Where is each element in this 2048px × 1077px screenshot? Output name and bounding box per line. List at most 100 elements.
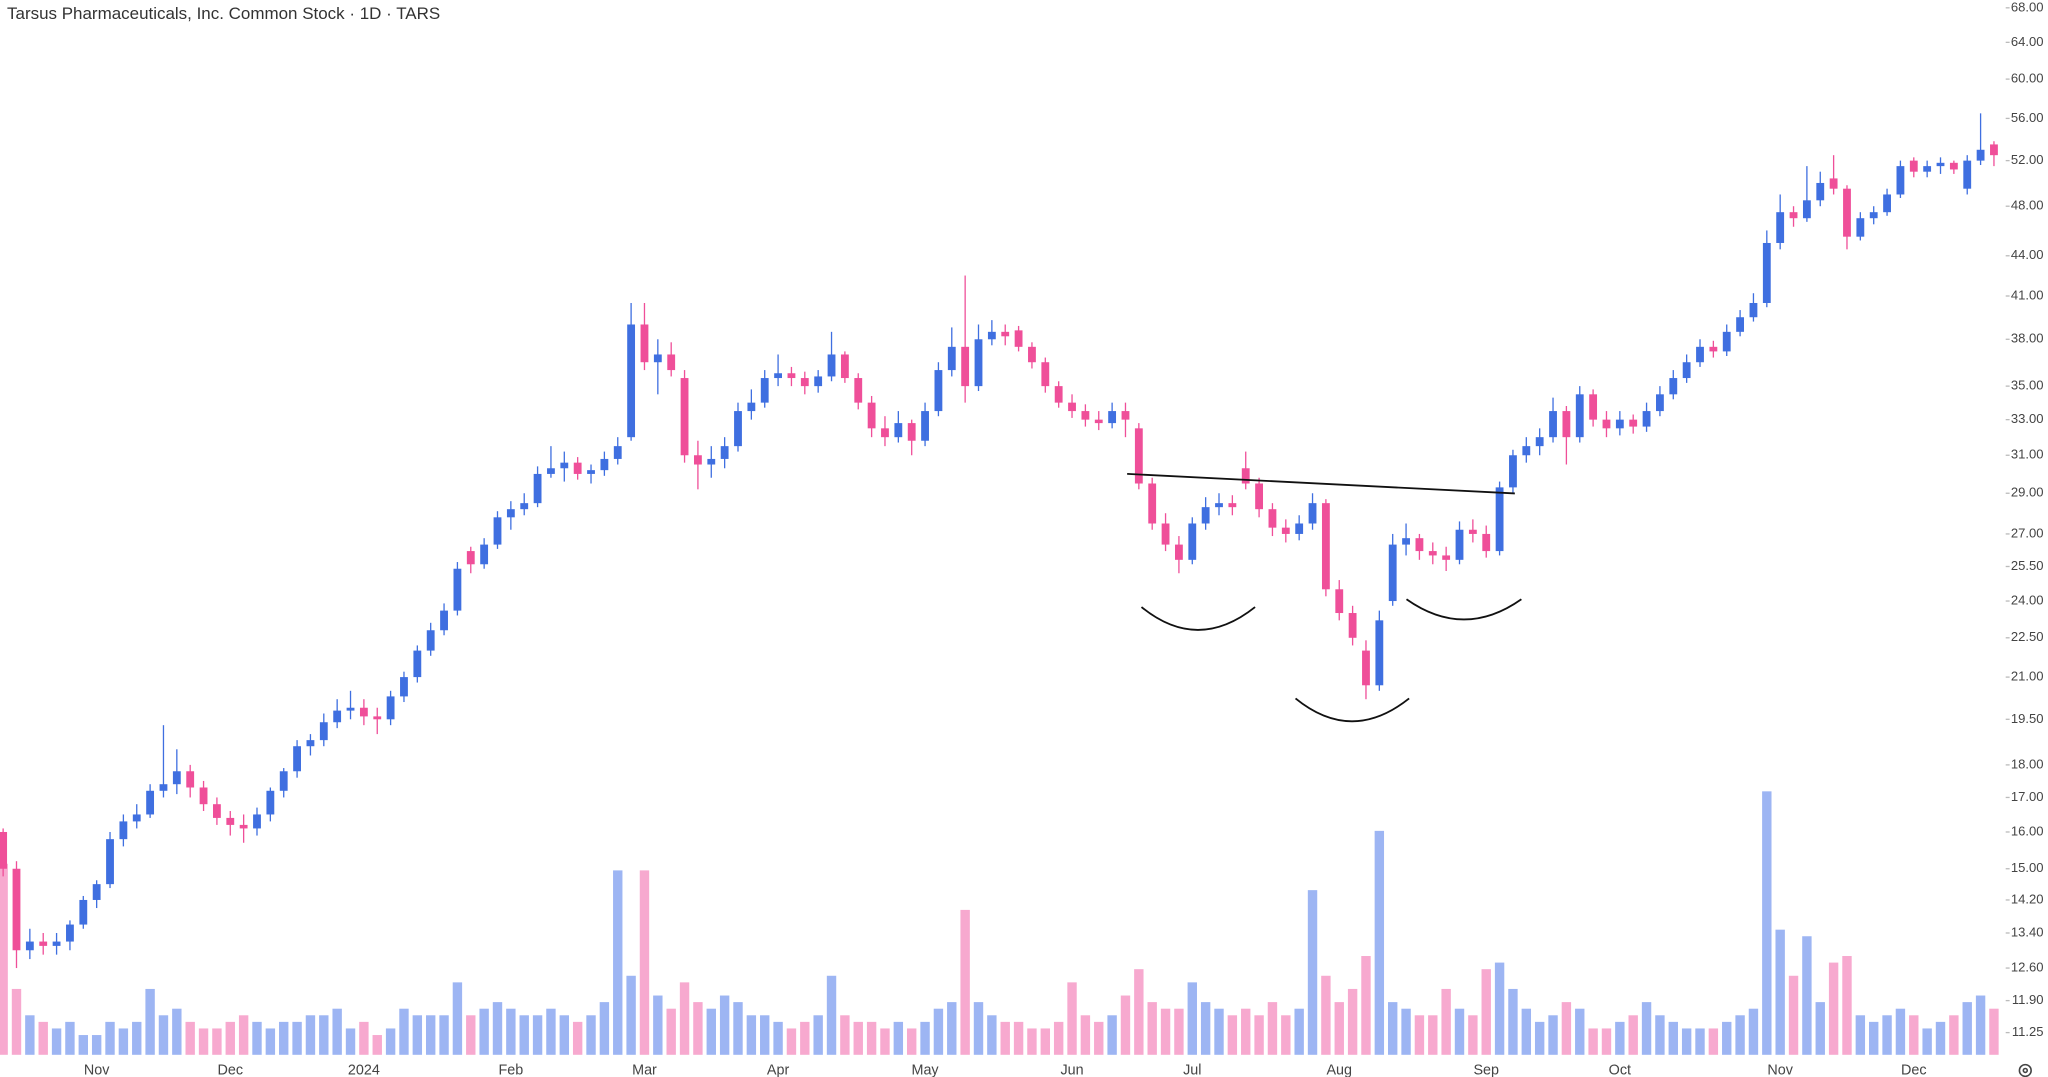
- volume-bar: [345, 1028, 356, 1055]
- candle-body: [66, 924, 74, 942]
- volume-bar: [1147, 1002, 1157, 1055]
- candle-body: [800, 378, 809, 387]
- candle-body: [92, 884, 101, 900]
- volume-bar: [91, 1035, 102, 1055]
- candle-body: [653, 354, 662, 363]
- candle-body: [1562, 411, 1571, 438]
- candle-body: [25, 941, 34, 951]
- volume-bar: [1909, 1015, 1919, 1055]
- candle-body: [1362, 650, 1370, 686]
- volume-bar: [626, 975, 636, 1055]
- candle-body: [1802, 200, 1811, 219]
- volume-bar: [1468, 1015, 1478, 1055]
- candle-body: [1388, 544, 1397, 602]
- candle-body: [333, 710, 342, 723]
- volume-bar: [1575, 1008, 1585, 1055]
- volume-bar: [412, 1015, 423, 1055]
- y-tick-label: 11.90: [2012, 992, 2044, 1007]
- candle-body: [1375, 620, 1384, 686]
- candle-body: [386, 696, 395, 720]
- y-tick-label: 25.50: [2011, 558, 2044, 573]
- y-tick-label: 27.00: [2011, 525, 2044, 540]
- volume-bar: [960, 909, 970, 1055]
- volume-bar: [532, 1015, 543, 1055]
- volume-bar: [1267, 1002, 1278, 1055]
- volume-bar: [733, 1002, 743, 1055]
- candle-body: [881, 428, 889, 438]
- volume-bar: [920, 1021, 930, 1055]
- candle-body: [1535, 437, 1544, 447]
- x-tick-label: Aug: [1326, 1062, 1352, 1077]
- volume-bar: [1949, 1015, 1959, 1055]
- candle-body: [1134, 428, 1143, 484]
- volume-bar: [1855, 1015, 1866, 1055]
- candle-body: [774, 373, 783, 379]
- x-tick-label: Nov: [1767, 1062, 1793, 1077]
- volume-bar: [1828, 962, 1839, 1055]
- volume-bar: [305, 1015, 316, 1055]
- volume-bar: [359, 1021, 369, 1055]
- volume-bar: [826, 975, 837, 1055]
- candle-body: [1255, 483, 1264, 510]
- volume-bar: [1842, 956, 1852, 1055]
- candle-body: [1602, 419, 1611, 429]
- y-tick-label: 22.50: [2011, 629, 2044, 644]
- candle-body: [1696, 346, 1704, 363]
- candle-body: [1843, 188, 1851, 237]
- volume-bar: [1454, 1008, 1465, 1055]
- x-tick-label: Dec: [1901, 1062, 1927, 1077]
- candle-body: [1629, 419, 1638, 427]
- volume-bar: [639, 870, 650, 1055]
- candle-body: [186, 771, 195, 788]
- candle-body: [1642, 411, 1651, 427]
- volume-bar: [572, 1021, 583, 1055]
- candle-body: [987, 331, 996, 340]
- volume-bar: [1401, 1008, 1411, 1055]
- candle-body: [747, 402, 756, 412]
- volume-bar: [1869, 1021, 1879, 1055]
- candle-body: [1762, 242, 1771, 303]
- candle-body: [506, 509, 515, 518]
- pattern-annotation: [1127, 472, 1522, 723]
- y-tick-label: 64.00: [2011, 34, 2044, 49]
- candle-body: [1041, 362, 1050, 387]
- candle-body: [373, 716, 382, 720]
- candle-body: [827, 354, 836, 377]
- volume-bar: [1615, 1021, 1625, 1055]
- volume-bar: [586, 1015, 596, 1055]
- volume-bar: [519, 1015, 529, 1055]
- volume-bar: [599, 1002, 610, 1055]
- volume-bar: [1441, 988, 1451, 1055]
- y-tick-label: 19.50: [2011, 711, 2044, 726]
- candle-body: [1001, 331, 1010, 337]
- x-tick-label: Apr: [767, 1062, 790, 1077]
- candle-body: [667, 354, 676, 371]
- candle-body: [961, 346, 970, 387]
- x-tick-label: Oct: [1609, 1062, 1631, 1077]
- candle-body: [1241, 468, 1250, 484]
- volume-bar: [65, 1021, 75, 1055]
- candle-body: [787, 373, 796, 379]
- volume-bar: [546, 1008, 556, 1055]
- y-tick-label: 52.00: [2011, 152, 2044, 167]
- volume-bar: [1628, 1015, 1638, 1055]
- candle-body: [1442, 555, 1451, 560]
- candle-body: [1776, 212, 1785, 243]
- y-tick-label: 41.00: [2011, 287, 2044, 302]
- volume-bar: [719, 995, 730, 1055]
- candle-body: [1201, 507, 1210, 524]
- volume-bar: [1067, 982, 1077, 1055]
- settings-icon[interactable]: [2018, 1063, 2032, 1077]
- candle-body: [1709, 346, 1718, 352]
- volume-bar: [1361, 956, 1371, 1055]
- volume-bar: [906, 1028, 917, 1055]
- settings-gear-center[interactable]: [2022, 1067, 2029, 1074]
- volume-bar: [38, 1021, 48, 1055]
- candle-body: [947, 346, 956, 371]
- candle-body: [1428, 551, 1437, 556]
- candle-body: [573, 462, 582, 474]
- settings-gear[interactable]: [2018, 1063, 2032, 1077]
- candle-body: [132, 814, 141, 822]
